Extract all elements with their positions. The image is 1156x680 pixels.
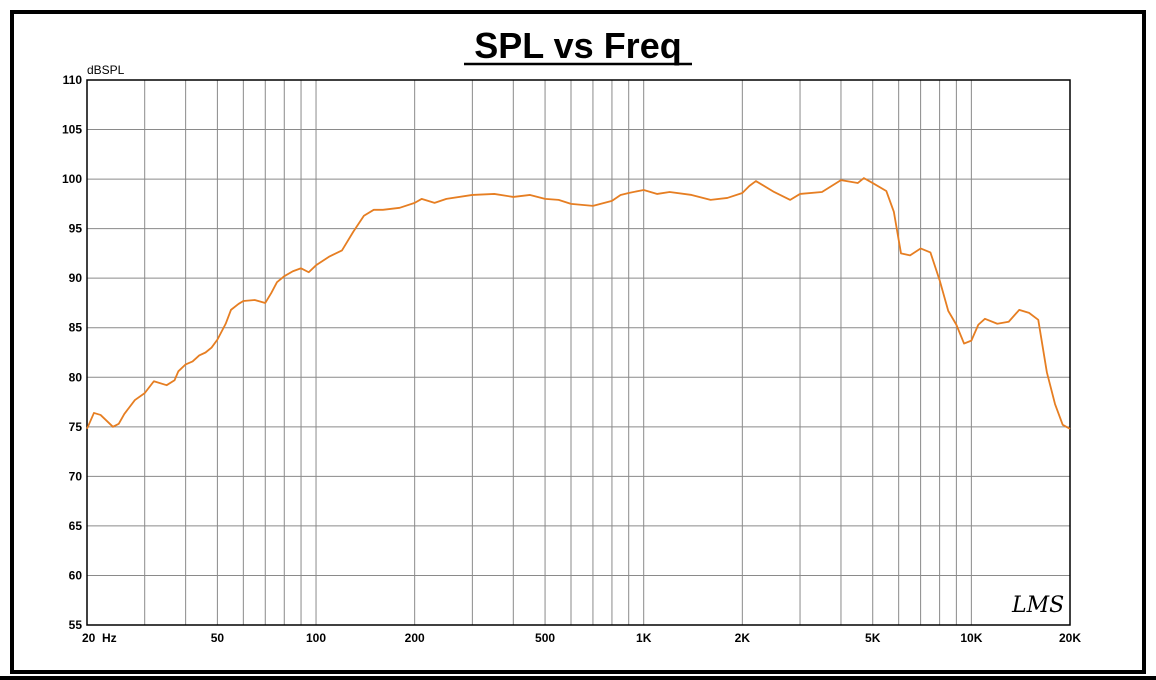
- grid: [87, 80, 1070, 625]
- y-tick-label: 60: [69, 568, 83, 582]
- x-tick-labels: 20 Hz 50 100 200 500 1K 2K 5K 10K 20K: [82, 631, 1081, 645]
- y-tick-label: 80: [69, 370, 83, 384]
- x-tick-label: 20K: [1059, 631, 1081, 645]
- y-tick-label: 95: [69, 222, 83, 236]
- y-tick-label: 55: [69, 618, 83, 632]
- chart-title: SPL vs Freq: [474, 25, 681, 66]
- y-tick-label: 65: [69, 519, 83, 533]
- x-tick-label: 20 Hz: [82, 631, 117, 645]
- y-tick-label: 110: [63, 73, 83, 87]
- y-tick-label: 75: [69, 420, 83, 434]
- x-tick-label: 100: [306, 631, 326, 645]
- y-axis-unit: dBSPL: [87, 63, 125, 77]
- x-tick-label: 1K: [636, 631, 652, 645]
- y-tick-label: 85: [69, 321, 83, 335]
- x-tick-label: 10K: [960, 631, 982, 645]
- y-tick-labels: 55 60 65 70 75 80 85 90 95 100 105 110: [62, 73, 82, 632]
- plot-area-border: [86, 79, 1071, 626]
- x-tick-label: 50: [211, 631, 225, 645]
- spl-series-line: [86, 177, 1071, 430]
- y-tick-label: 90: [69, 271, 83, 285]
- y-tick-label: 105: [62, 123, 82, 137]
- outer-border: [10, 10, 1146, 674]
- y-tick-label: 70: [69, 469, 83, 483]
- x-tick-label: 5K: [865, 631, 881, 645]
- x-tick-label: 200: [405, 631, 425, 645]
- lms-signature: LMS: [1011, 593, 1064, 618]
- y-tick-label: 100: [62, 172, 82, 186]
- x-tick-label: 500: [535, 631, 555, 645]
- x-tick-label: 2K: [735, 631, 751, 645]
